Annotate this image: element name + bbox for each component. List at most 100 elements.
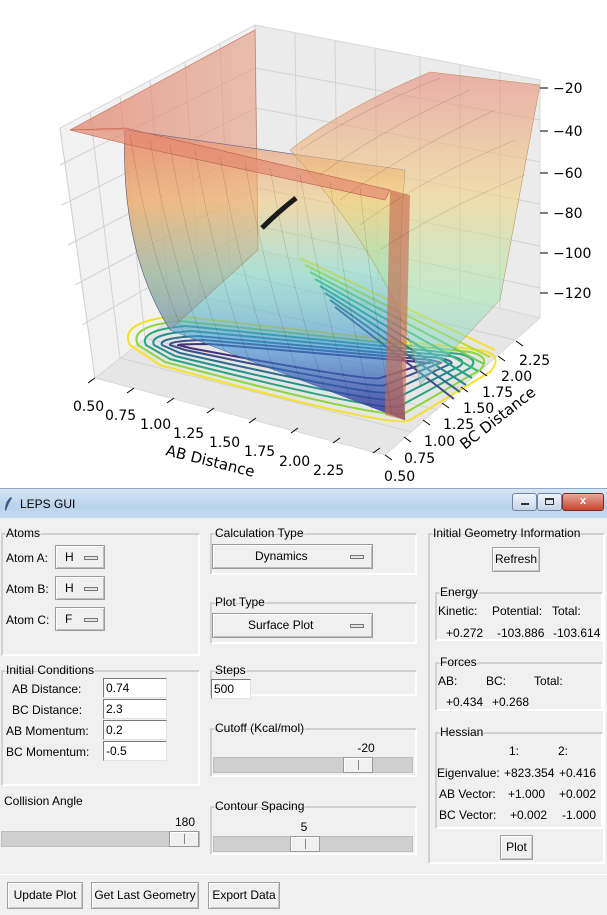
bc-tick-label: 1.75: [482, 385, 513, 401]
contour-spacing-group: Contour Spacing: [210, 800, 417, 855]
surface-mesh: [129, 77, 526, 416]
atom-a-select[interactable]: H: [55, 545, 105, 569]
force-ab-label: AB:: [438, 674, 458, 688]
atom-c-select[interactable]: F: [55, 607, 105, 631]
bottom-divider: [0, 874, 607, 875]
cutoff-slider[interactable]: [213, 757, 413, 773]
bc-momentum-input[interactable]: -0.5: [103, 741, 167, 761]
update-plot-button[interactable]: Update Plot: [7, 882, 83, 909]
export-data-button[interactable]: Export Data: [208, 882, 280, 909]
steps-input[interactable]: 500: [211, 679, 251, 699]
hessian-legend: Hessian: [440, 725, 484, 739]
contour-spacing-slider[interactable]: [213, 836, 413, 852]
bc-momentum-label: BC Momentum:: [6, 745, 90, 759]
collision-angle-slider[interactable]: [1, 831, 200, 847]
potential-value: -103.886: [497, 626, 545, 640]
get-last-geometry-button[interactable]: Get Last Geometry: [91, 882, 199, 909]
plot-type-legend: Plot Type: [215, 595, 265, 609]
surface-plot-canvas: −20 −40 −60 −80 −100 −120 0.50 0.75 1.00…: [59, 24, 591, 485]
plot-button[interactable]: Plot: [500, 835, 533, 860]
total-label: Total:: [552, 604, 581, 618]
force-bc-label: BC:: [486, 674, 507, 688]
ab-tick-label: 1.50: [209, 435, 240, 451]
trajectory-line: [260, 196, 298, 230]
z-tick-label: −40: [553, 124, 583, 140]
ab-axis-labels: 0.50 0.75 1.00 1.25 1.50 1.75 2.00 2.25: [73, 399, 344, 479]
force-ab-value: +0.434: [446, 695, 484, 709]
window-titlebar[interactable]: LEPS GUI x: [0, 488, 607, 518]
z-axis-labels: −20 −40 −60 −80 −100 −120: [553, 81, 591, 302]
ab-axis-ticks: [87, 377, 381, 454]
calculation-type-value: Dynamics: [255, 549, 308, 563]
collision-angle-thumb[interactable]: [169, 831, 199, 847]
calculation-type-legend: Calculation Type: [215, 526, 304, 540]
bc-tick-label: 2.00: [501, 369, 532, 385]
ab-tick-label: 1.75: [244, 444, 275, 460]
hessian-col2-label: 2:: [558, 744, 569, 758]
maximize-button[interactable]: [537, 493, 562, 511]
surface-plot: −20 −40 −60 −80 −100 −120 0.50 0.75 1.00…: [59, 24, 592, 485]
ab-vector-2: +0.002: [559, 787, 597, 801]
refresh-button[interactable]: Refresh: [492, 547, 540, 572]
close-button[interactable]: x: [562, 493, 604, 511]
bc-axis-ticks: [384, 340, 524, 461]
calculation-type-select[interactable]: Dynamics: [212, 544, 373, 569]
surface-right-wall: [289, 71, 541, 386]
feather-icon: [5, 497, 12, 511]
bc-tick-label: 0.50: [384, 469, 415, 485]
plot-type-value: Surface Plot: [248, 618, 314, 632]
surface-ridge: [69, 127, 391, 201]
cutoff-value: -20: [357, 741, 375, 755]
initial-conditions-group: Initial Conditions: [1, 664, 200, 786]
cutoff-thumb[interactable]: [343, 757, 373, 773]
bc-vector-1: +0.002: [510, 808, 548, 822]
ab-distance-input[interactable]: 0.74: [103, 678, 167, 698]
force-bc-value: +0.268: [492, 695, 530, 709]
calculation-type-group: Calculation Type: [210, 527, 417, 575]
surface-ridge-side: [385, 190, 410, 420]
ab-tick-label: 0.75: [105, 408, 136, 424]
geometry-info-group: Initial Geometry Information: [428, 527, 605, 864]
dropdown-indicator-icon: [350, 555, 364, 559]
potential-label: Potential:: [492, 604, 543, 618]
atoms-legend: Atoms: [6, 526, 41, 540]
forces-group: Forces: [435, 656, 603, 711]
minimize-icon: [520, 503, 529, 506]
atom-b-label: Atom B:: [6, 582, 49, 596]
steps-group: Steps: [210, 664, 417, 696]
ab-tick-label: 1.25: [173, 426, 204, 442]
initial-conditions-legend: Initial Conditions: [6, 663, 95, 677]
bc-distance-input[interactable]: 2.3: [103, 699, 167, 719]
eigenvalue-2: +0.416: [559, 766, 597, 780]
atom-b-select[interactable]: H: [55, 576, 105, 600]
window-title: LEPS GUI: [20, 497, 76, 511]
bc-tick-label: 1.50: [463, 401, 494, 417]
bc-axis-labels: 0.50 0.75 1.00 1.25 1.50 1.75 2.00 2.25: [384, 353, 550, 485]
ab-momentum-input[interactable]: 0.2: [103, 720, 167, 740]
atom-a-value: H: [65, 550, 74, 564]
collision-angle-label: Collision Angle: [4, 794, 83, 808]
z-axis-ticks: [540, 87, 548, 294]
plot-type-select[interactable]: Surface Plot: [212, 613, 373, 638]
contour-spacing-value: 5: [300, 820, 308, 834]
steps-legend: Steps: [215, 663, 246, 677]
bc-tick-label: 1.00: [424, 434, 455, 450]
eigenvalue-label: Eigenvalue:: [437, 766, 500, 780]
ab-tick-label: 0.50: [73, 399, 104, 415]
forces-legend: Forces: [440, 655, 477, 669]
minimize-button[interactable]: [512, 493, 537, 511]
ab-tick-label: 2.25: [313, 463, 344, 479]
z-tick-label: −100: [553, 246, 591, 262]
ab-momentum-label: AB Momentum:: [6, 724, 89, 738]
dropdown-indicator-icon: [84, 618, 98, 622]
dropdown-indicator-icon: [350, 624, 364, 628]
bc-tick-label: 0.75: [404, 451, 435, 467]
ab-distance-label: AB Distance:: [12, 682, 82, 696]
total-value: -103.614: [553, 626, 601, 640]
z-tick-label: −80: [553, 206, 583, 222]
eigenvalue-1: +823.354: [504, 766, 555, 780]
collision-angle-value: 180: [174, 815, 196, 829]
contour-spacing-thumb[interactable]: [290, 836, 320, 852]
atom-c-value: F: [65, 612, 73, 626]
energy-group: Energy: [435, 586, 603, 641]
